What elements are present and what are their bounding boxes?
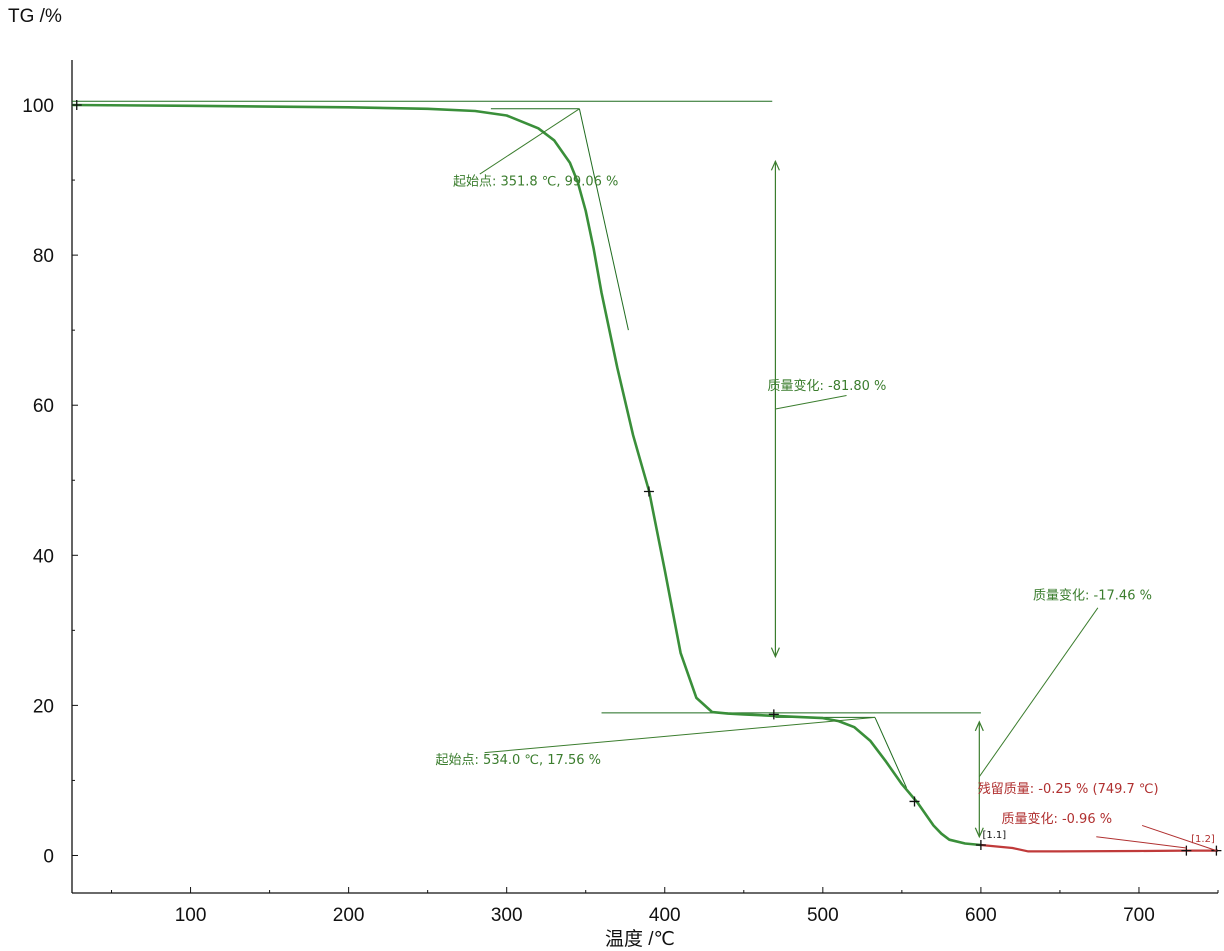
x-tick-label: 400 bbox=[649, 905, 681, 926]
curve-markers bbox=[71, 100, 1222, 856]
y-tick-label: 20 bbox=[33, 696, 54, 717]
arrow-head-down bbox=[770, 647, 780, 659]
y-tick-label: 0 bbox=[43, 846, 54, 867]
x-tick-label: 100 bbox=[175, 905, 207, 926]
onset-tangent-line-1 bbox=[578, 108, 629, 331]
x-tick-label: 700 bbox=[1123, 905, 1155, 926]
annotation-label: 质量变化: -17.46 % bbox=[1033, 588, 1152, 604]
axes: 100 200 300 400 500 600 700 0 20 40 60 80 100 bbox=[22, 60, 1219, 926]
annotation-leader bbox=[479, 108, 580, 175]
x-axis-label: 温度 /℃ bbox=[605, 928, 675, 950]
arrow-head-down bbox=[974, 827, 984, 839]
annotation-label: 质量变化: -0.96 % bbox=[1001, 811, 1112, 827]
onset-tangent-line-2 bbox=[874, 717, 908, 789]
step-label: [1.1] bbox=[982, 830, 1006, 841]
y-axis-label: TG /% bbox=[8, 6, 62, 27]
annotation-label: 残留质量: -0.25 % (749.7 ℃) bbox=[978, 782, 1159, 797]
annotation-label: 起始点: 351.8 ℃, 99.06 % bbox=[453, 174, 618, 189]
annotation-leader bbox=[775, 394, 847, 410]
annotation-label: 起始点: 534.0 ℃, 17.56 % bbox=[436, 753, 601, 768]
annotations: 起始点: 351.8 ℃, 99.06 % 质量变化: -81.80 % 起始点: … bbox=[436, 108, 1217, 852]
curve-marker bbox=[71, 100, 82, 111]
x-tick-label: 500 bbox=[807, 905, 839, 926]
arrow-head-up bbox=[974, 720, 984, 732]
x-tick-label: 300 bbox=[491, 905, 523, 926]
annotation-leader bbox=[978, 607, 1099, 777]
annotation-leader bbox=[1141, 824, 1217, 852]
annotation-label: 质量变化: -81.80 % bbox=[768, 378, 887, 394]
curve-marker bbox=[909, 796, 920, 807]
curve-marker bbox=[1211, 845, 1222, 856]
x-tick-label: 600 bbox=[965, 905, 997, 926]
curve-marker bbox=[1181, 845, 1192, 856]
arrow-head-up bbox=[770, 159, 780, 171]
step-label: [1.2] bbox=[1191, 834, 1215, 845]
y-tick-label: 60 bbox=[33, 396, 54, 417]
x-tick-label: 200 bbox=[333, 905, 365, 926]
curve-marker bbox=[975, 839, 986, 850]
annotation-leader bbox=[1096, 836, 1187, 849]
y-tick-label: 100 bbox=[22, 96, 54, 117]
annotation-leader bbox=[484, 716, 876, 754]
curve-marker bbox=[768, 709, 779, 720]
y-tick-label: 40 bbox=[33, 546, 54, 567]
curve-marker bbox=[643, 486, 654, 497]
y-tick-label: 80 bbox=[33, 246, 54, 267]
tg-curve bbox=[71, 103, 982, 847]
